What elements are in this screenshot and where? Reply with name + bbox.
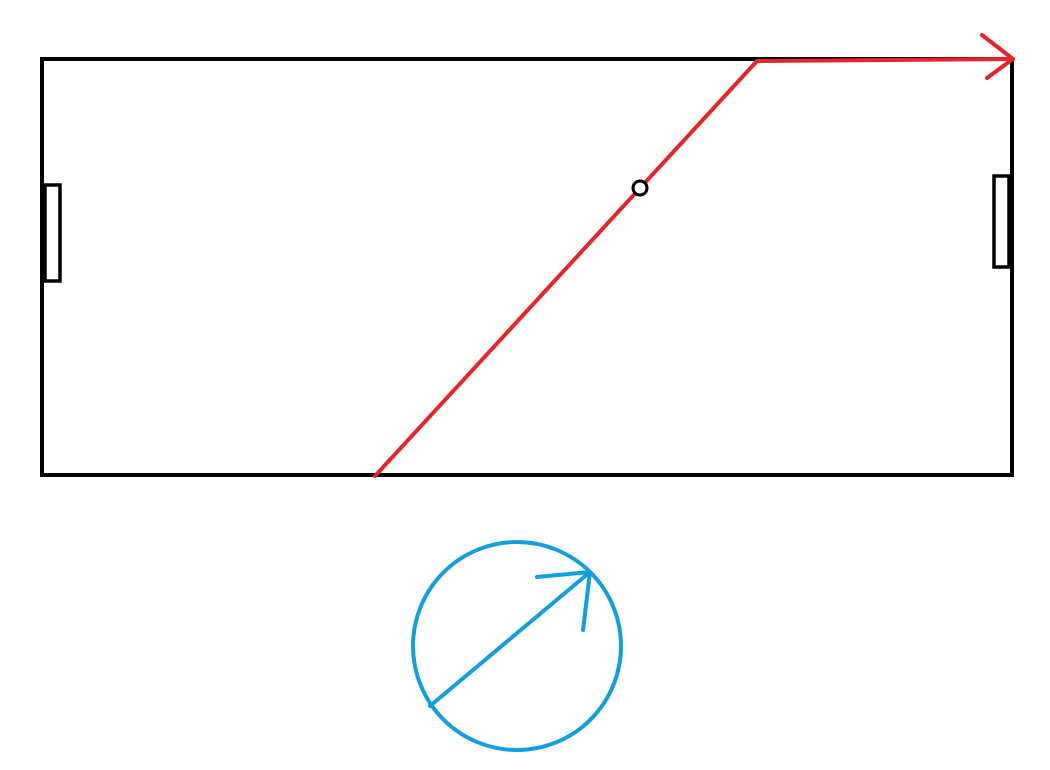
direction-arrowhead bbox=[535, 570, 592, 632]
ball-trajectory bbox=[373, 57, 1015, 478]
trajectory-arrowhead bbox=[980, 33, 1015, 80]
direction-arrow bbox=[428, 570, 592, 708]
left-goal bbox=[43, 183, 62, 283]
direction-circle bbox=[411, 540, 623, 752]
right-goal bbox=[992, 174, 1011, 269]
ball bbox=[631, 179, 649, 197]
field-boundary bbox=[40, 57, 1014, 477]
